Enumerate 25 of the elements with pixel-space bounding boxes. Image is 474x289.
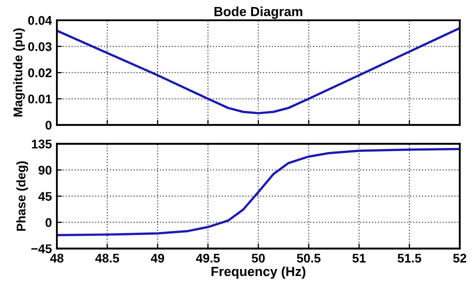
x-tick-label: 49.5 bbox=[196, 254, 220, 263]
x-tick-label: 52 bbox=[453, 254, 466, 263]
y-tick-label: 0.02 bbox=[28, 68, 52, 78]
y-axis-title: Magnitude (pu) bbox=[13, 28, 25, 117]
x-tick-label: 50 bbox=[252, 254, 265, 263]
chart-title: Bode Diagram bbox=[214, 6, 302, 19]
y-tick-label: 0.04 bbox=[28, 16, 52, 25]
x-tick-label: 49 bbox=[150, 254, 164, 263]
y-tick-label: 45 bbox=[38, 192, 52, 201]
y-tick-label: 135 bbox=[32, 140, 52, 148]
x-tick-label: 50.5 bbox=[296, 254, 321, 263]
y-axis-title: Phase (deg) bbox=[16, 161, 28, 231]
y-tick-label: 0.03 bbox=[28, 42, 52, 52]
x-tick-label: 51.5 bbox=[398, 254, 422, 263]
y-tick-label: 0 bbox=[46, 218, 52, 228]
y-tick-label: 0 bbox=[46, 120, 52, 130]
y-tick-label: 90 bbox=[38, 166, 52, 175]
x-tick-label: 51 bbox=[352, 254, 366, 263]
line-series bbox=[56, 26, 460, 114]
x-axis-title: Frequency (Hz) bbox=[212, 266, 306, 279]
line-series bbox=[56, 148, 460, 236]
x-tick-label: 48.5 bbox=[95, 254, 120, 263]
x-tick-label: 48 bbox=[50, 254, 64, 263]
y-tick-label: −45 bbox=[31, 244, 52, 254]
y-tick-label: 0.01 bbox=[28, 94, 52, 104]
